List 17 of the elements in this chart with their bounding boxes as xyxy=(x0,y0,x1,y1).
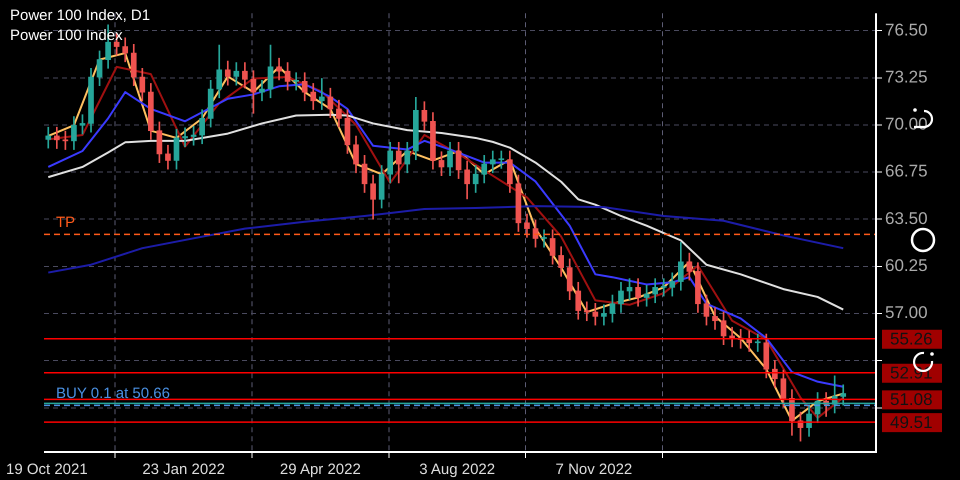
ref-line-label: TP xyxy=(56,214,76,232)
x-tick-label: 29 Apr 2022 xyxy=(280,461,361,478)
ref-line-label: 51.08 xyxy=(890,390,933,410)
y-tick-label: 60.25 xyxy=(885,256,928,276)
y-tick-label: 63.50 xyxy=(885,208,928,228)
ref-line-label: 55.26 xyxy=(890,329,933,348)
chart-title: Power 100 Index, D1 xyxy=(9,6,152,25)
x-tick-label: 19 Oct 2021 xyxy=(6,461,88,478)
x-tick-label: 7 Nov 2022 xyxy=(556,461,632,478)
y-tick-label: 76.50 xyxy=(885,20,928,40)
y-tick-label: 57.00 xyxy=(885,303,928,322)
ref-line-label: 49.51 xyxy=(890,412,933,432)
ref-line-label: BUY 0.1 at 50.66 xyxy=(56,385,170,402)
x-tick-label: 23 Jan 2022 xyxy=(142,461,225,478)
y-tick-label: 66.75 xyxy=(885,162,928,181)
x-tick-label: 3 Aug 2022 xyxy=(419,461,496,478)
y-tick-label: 73.25 xyxy=(885,67,928,86)
